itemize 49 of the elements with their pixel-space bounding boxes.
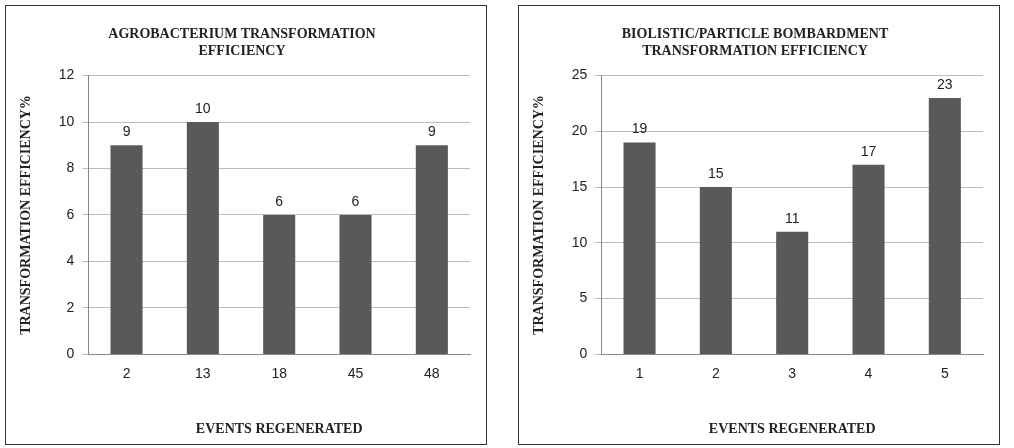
x-tick-label: 5: [940, 364, 949, 381]
data-label: 6: [275, 192, 284, 209]
x-tick-label: 2: [122, 364, 131, 381]
data-label: 17: [860, 142, 877, 159]
x-tick-label: 13: [195, 364, 211, 381]
x-tick-label: 4: [864, 364, 873, 381]
bar: [339, 215, 372, 354]
y-tick-label: 5: [579, 289, 588, 306]
y-tick-label: 2: [66, 298, 75, 315]
y-tick-label: 6: [66, 205, 75, 222]
data-label: 10: [195, 99, 211, 116]
data-label: 11: [784, 209, 800, 226]
y-tick-label: 8: [66, 159, 75, 176]
y-axis-title: TRANSFORMATION EFFICIENCY%: [18, 95, 34, 335]
bar: [623, 142, 656, 354]
x-tick-label: 1: [635, 364, 644, 381]
y-tick-label: 15: [571, 177, 588, 194]
x-tick-label: 3: [788, 364, 797, 381]
y-tick-label: 10: [571, 233, 588, 250]
data-label: 6: [351, 192, 360, 209]
data-label: 19: [631, 120, 648, 137]
y-tick-label: 10: [58, 112, 75, 129]
x-axis-title: EVENTS REGENERATED: [708, 421, 876, 437]
y-tick-label: 4: [66, 252, 75, 269]
bar: [928, 97, 961, 354]
bar: [263, 215, 296, 354]
chart-title: AGROBACTERIUM TRANSFORMATION EFFICIENCY: [108, 26, 376, 58]
y-axis-title: TRANSFORMATION EFFICIENCY%: [531, 95, 547, 335]
bar: [852, 164, 885, 354]
data-label: 9: [122, 123, 131, 140]
data-label: 15: [708, 164, 724, 181]
y-tick-label: 12: [58, 66, 75, 83]
y-tick-label: 20: [571, 122, 588, 139]
chart-title: BIOLISTIC/PARTICLE BOMBARDMENT TRANSFORMATION EFFICIENCY: [621, 26, 889, 58]
bar: [186, 122, 219, 354]
x-tick-label: 48: [424, 364, 440, 381]
x-tick-label: 2: [711, 364, 720, 381]
y-tick-label: 0: [579, 345, 588, 362]
x-tick-label: 18: [271, 364, 288, 381]
y-tick-label: 0: [66, 345, 75, 362]
bar: [110, 145, 143, 354]
bar: [699, 187, 732, 354]
y-tick-label: 25: [571, 66, 588, 83]
x-tick-label: 45: [347, 364, 364, 381]
data-label: 23: [937, 75, 953, 92]
bar: [776, 231, 809, 354]
bar: [415, 145, 448, 354]
data-label: 9: [427, 123, 436, 140]
x-axis-title: EVENTS REGENERATED: [195, 421, 363, 437]
